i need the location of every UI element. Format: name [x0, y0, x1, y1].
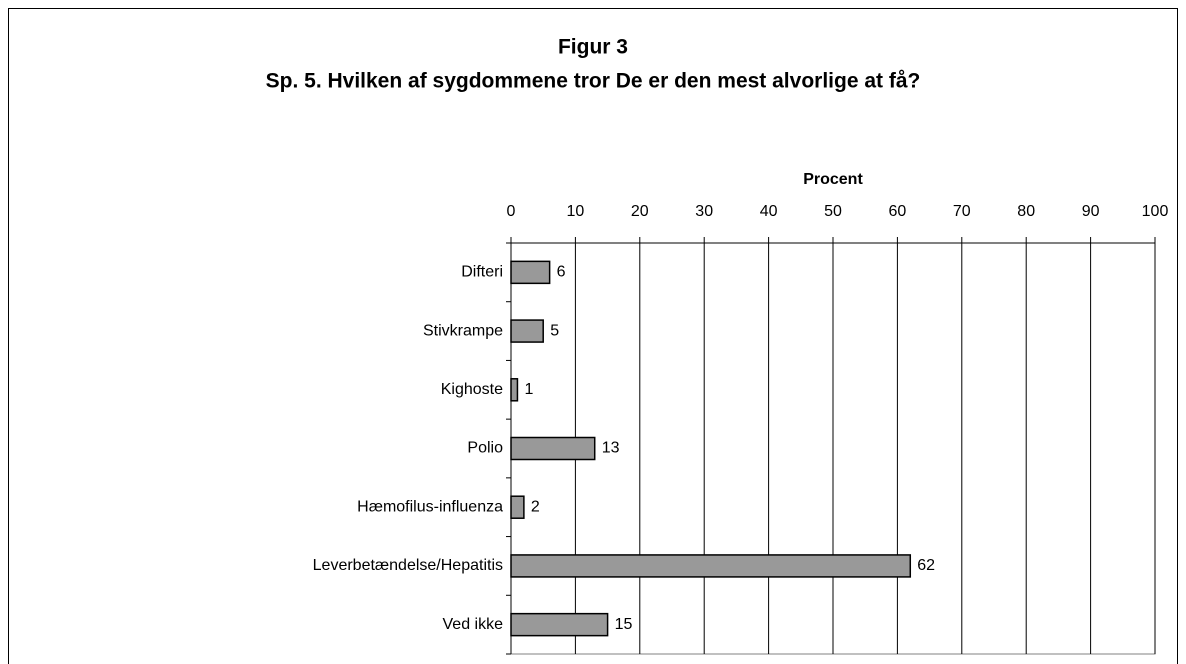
x-tick-label: 0 — [507, 203, 516, 220]
data-label: 2 — [531, 498, 540, 515]
x-tick-label: 100 — [1142, 203, 1169, 220]
x-tick-label: 70 — [953, 203, 971, 220]
bar — [510, 319, 544, 343]
x-tick-label: 90 — [1082, 203, 1100, 220]
y-tick-label: Polio — [467, 440, 503, 457]
x-tick-label: 40 — [760, 203, 778, 220]
y-tick-label: Ved ikke — [443, 616, 504, 633]
x-tick-label: 50 — [824, 203, 842, 220]
chart-title: Figur 3 — [558, 36, 628, 59]
y-tick-label: Hæmofilus-influenza — [357, 498, 503, 515]
y-tick-label: Difteri — [461, 264, 503, 281]
x-axis-label: Procent — [803, 171, 863, 188]
x-tick-label: 80 — [1017, 203, 1035, 220]
y-tick-label: Leverbetændelse/Hepatitis — [313, 557, 503, 574]
bar — [510, 378, 519, 402]
data-label: 15 — [615, 616, 633, 633]
bar — [510, 612, 609, 637]
bar — [510, 436, 596, 461]
y-tick-label: Stivkrampe — [423, 322, 503, 339]
data-label: 62 — [917, 557, 935, 574]
bar — [510, 495, 525, 519]
x-tick-label: 30 — [695, 203, 713, 220]
y-tick-label: Kighoste — [441, 381, 503, 398]
data-label: 6 — [557, 264, 566, 281]
x-tick-label: 60 — [889, 203, 907, 220]
chart-subtitle: Sp. 5. Hvilken af sygdommene tror De er … — [266, 70, 921, 93]
data-label: 5 — [550, 322, 559, 339]
bar — [510, 554, 912, 578]
x-tick-label: 20 — [631, 203, 649, 220]
x-tick-label: 10 — [567, 203, 585, 220]
bar — [510, 260, 551, 285]
data-label: 13 — [602, 440, 620, 457]
data-label: 1 — [524, 381, 533, 398]
